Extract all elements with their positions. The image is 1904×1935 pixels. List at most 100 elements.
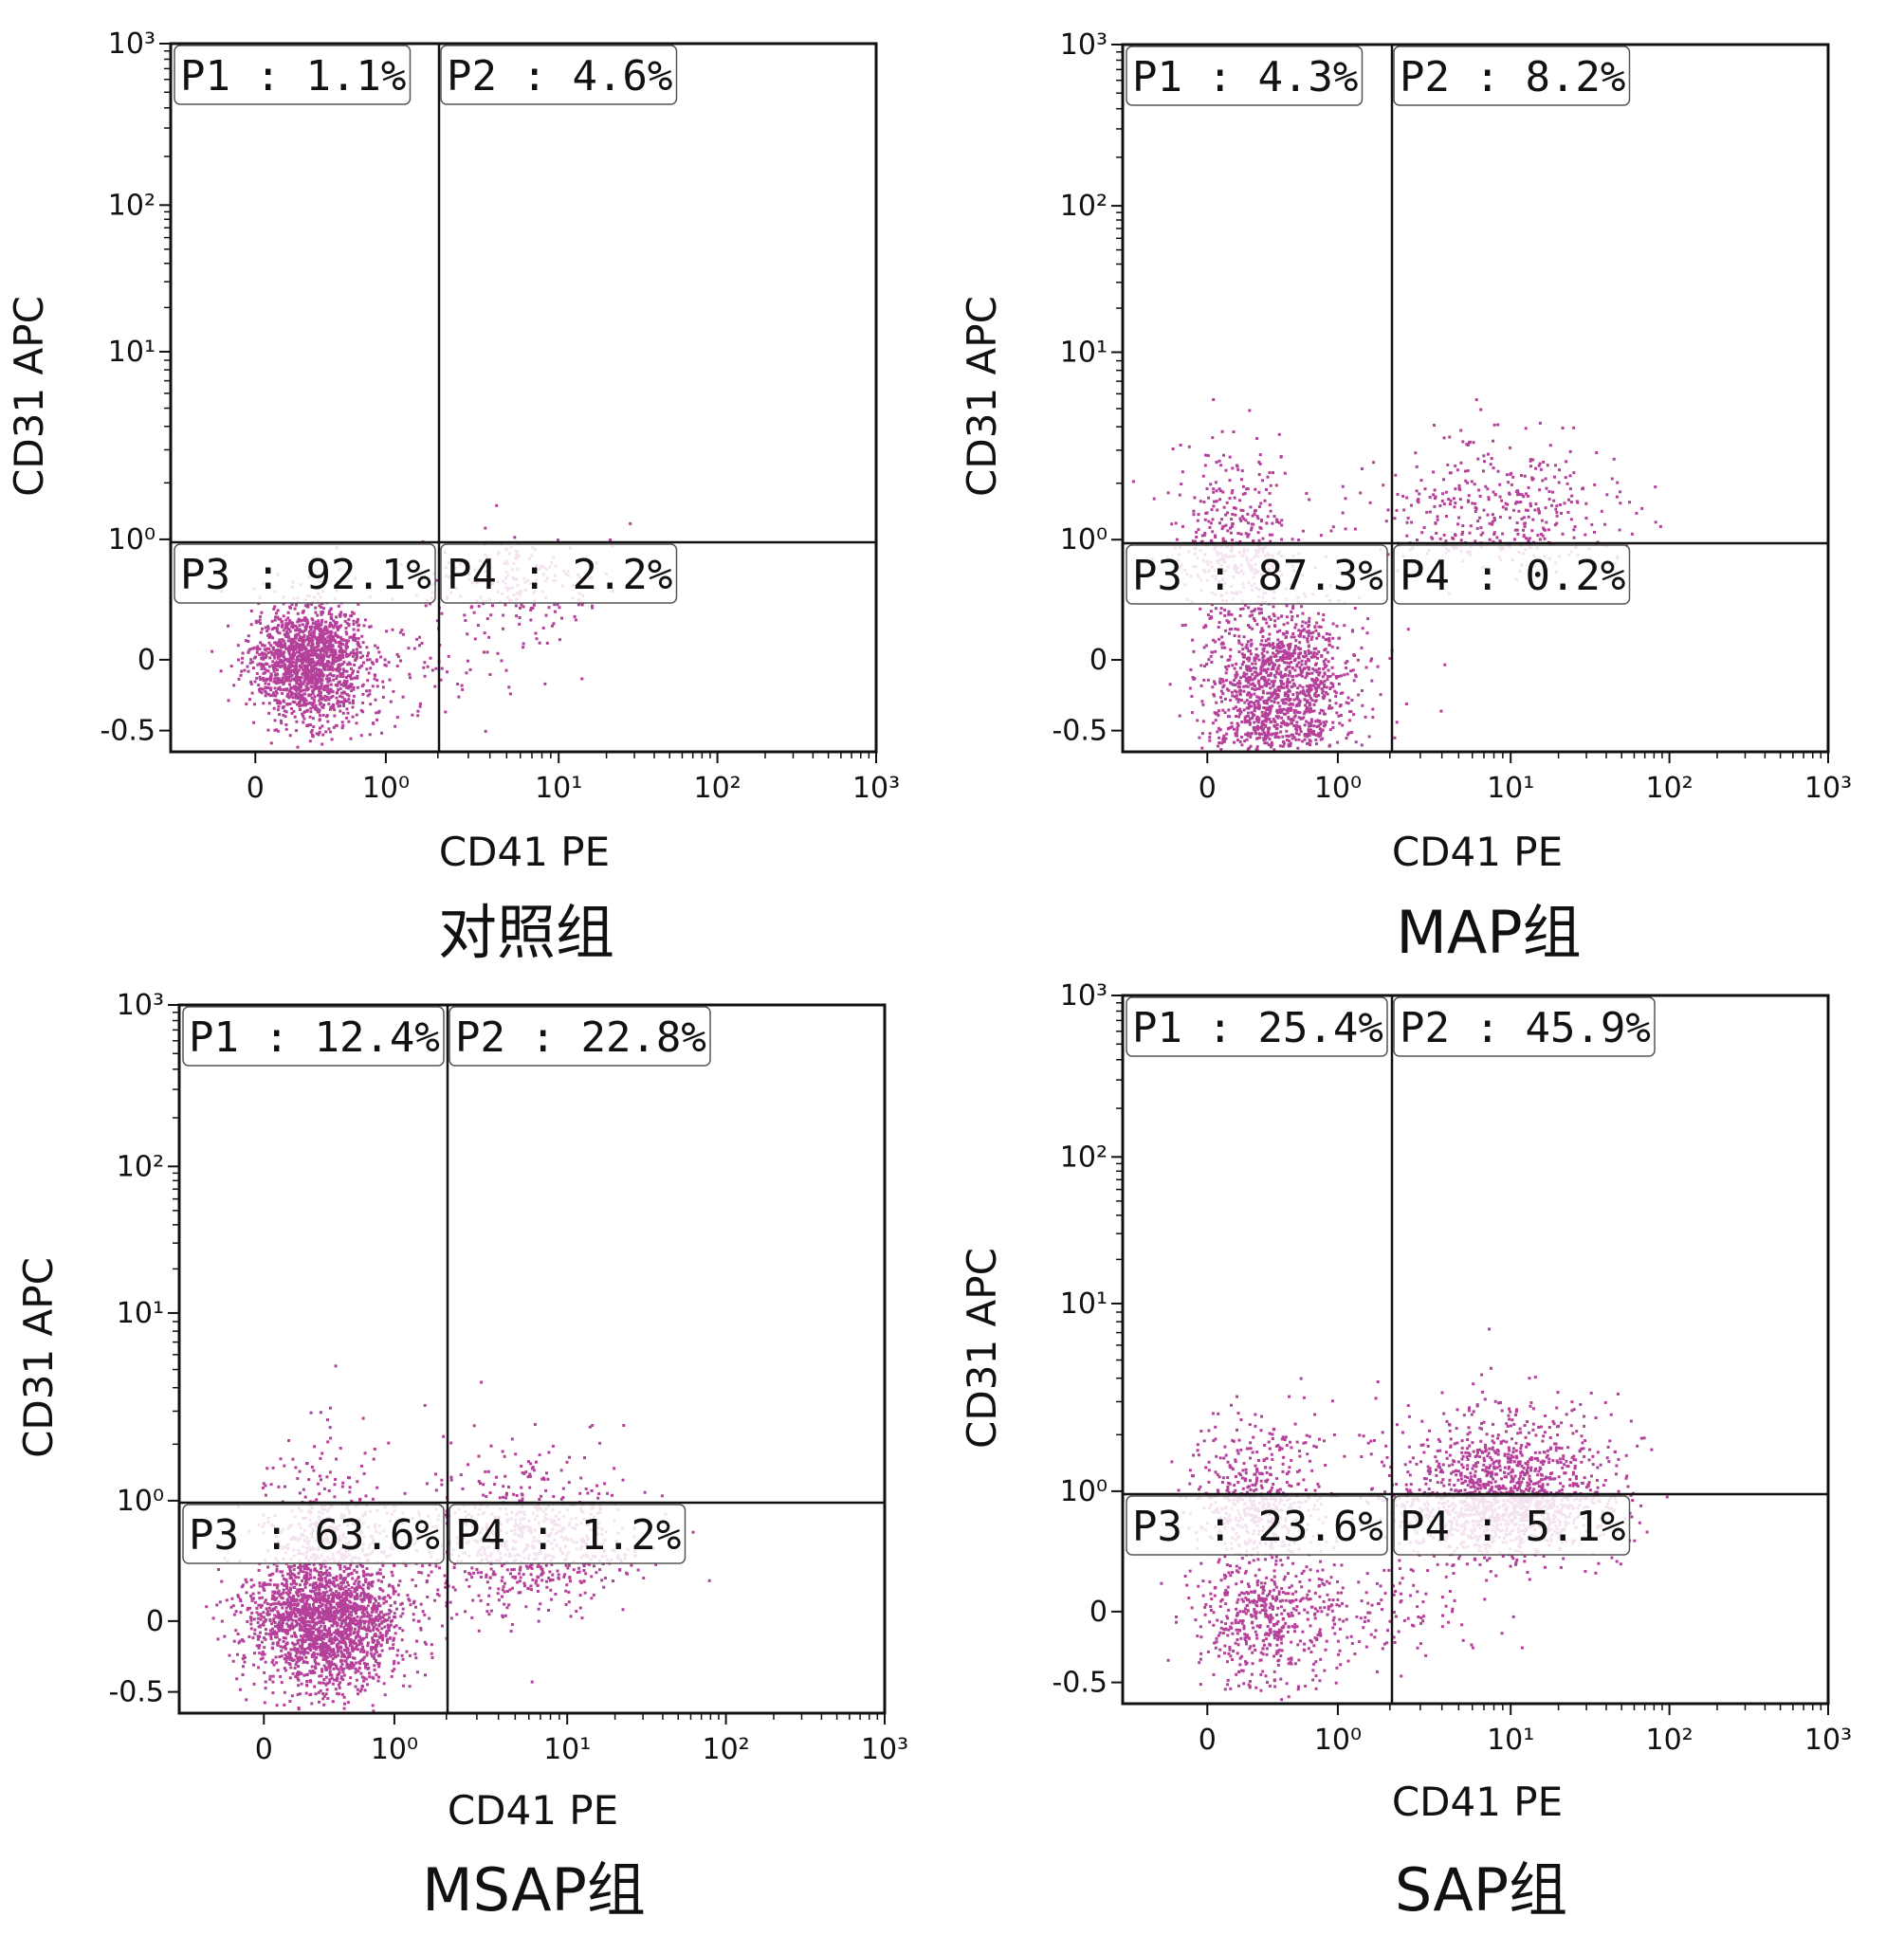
scatter-point: [1264, 639, 1268, 643]
scatter-point: [1455, 468, 1459, 472]
scatter-point: [329, 705, 333, 709]
scatter-point: [1307, 667, 1310, 671]
scatter-point: [346, 663, 349, 666]
scatter-point: [298, 635, 302, 639]
scatter-point: [1314, 680, 1318, 684]
scatter-point: [318, 658, 321, 662]
scatter-point: [1305, 674, 1309, 678]
scatter-point: [1313, 700, 1317, 703]
scatter-point: [430, 668, 434, 672]
scatter-point: [1263, 701, 1267, 704]
scatter-point: [389, 700, 393, 703]
scatter-point: [1313, 668, 1317, 672]
scatter-point: [1317, 694, 1321, 697]
scatter-point: [1307, 693, 1310, 697]
scatter-point: [338, 701, 341, 704]
scatter-point: [1471, 502, 1474, 505]
scatter-point: [1277, 659, 1281, 662]
scatter-point: [1222, 453, 1225, 457]
scatter-point: [271, 1658, 275, 1662]
scatter-point: [295, 1671, 299, 1675]
scatter-point: [302, 667, 304, 671]
scatter-point: [1529, 465, 1532, 468]
scatter-point: [1316, 719, 1320, 722]
scatter-point: [1243, 721, 1247, 724]
scatter-point: [295, 661, 299, 665]
scatter-point: [303, 604, 307, 608]
scatter-point: [1284, 712, 1288, 716]
scatter-point: [1331, 721, 1335, 724]
scatter-point: [318, 636, 320, 640]
scatter-point: [1260, 727, 1264, 731]
scatter-point: [284, 633, 287, 637]
x-tick-label: 0: [247, 772, 265, 805]
scatter-point: [1183, 623, 1187, 627]
scatter-point: [1257, 460, 1261, 464]
scatter-point: [1280, 519, 1284, 522]
scatter-point: [320, 694, 323, 698]
scatter-point: [415, 637, 419, 641]
scatter-point: [331, 1591, 335, 1595]
scatter-point: [1513, 502, 1517, 505]
scatter-point: [1323, 672, 1327, 676]
scatter-point: [1558, 503, 1562, 506]
scatter-point: [374, 1623, 377, 1627]
scatter-point: [1312, 647, 1316, 650]
scatter-point: [282, 602, 285, 606]
scatter-point: [356, 640, 359, 644]
scatter-point: [1270, 695, 1273, 699]
scatter-point: [365, 1615, 369, 1618]
scatter-point: [1314, 668, 1318, 672]
y-tick-label: 10²: [1060, 190, 1108, 223]
scatter-point: [1259, 643, 1263, 647]
scatter-point: [324, 626, 328, 630]
scatter-point: [1331, 525, 1335, 529]
scatter-point: [295, 626, 299, 630]
scatter-point: [1527, 539, 1530, 543]
scatter-point: [299, 644, 302, 647]
y-axis-title: CD31 APC: [6, 296, 52, 497]
quadrant-label-text: P4 : 2.2%: [447, 551, 672, 599]
scatter-point: [1294, 727, 1298, 731]
scatter-point: [1197, 513, 1200, 517]
scatter-point: [1234, 684, 1237, 686]
scatter-point: [465, 671, 468, 675]
scatter-point: [352, 687, 356, 691]
scatter-point: [273, 641, 277, 645]
scatter-point: [335, 615, 339, 619]
scatter-point: [1234, 627, 1237, 630]
scatter-point: [356, 1616, 359, 1618]
scatter-point: [1235, 705, 1237, 709]
scatter-point: [1324, 666, 1327, 669]
scatter-point: [1272, 647, 1275, 649]
scatter-point: [352, 619, 356, 623]
scatter-point: [1308, 659, 1311, 663]
scatter-point: [1237, 639, 1241, 643]
scatter-point: [1386, 508, 1390, 512]
scatter-point: [580, 603, 584, 607]
scatter-point: [310, 602, 314, 606]
scatter-point: [1336, 646, 1340, 649]
scatter-point: [1304, 662, 1308, 666]
scatter-point: [311, 1618, 315, 1622]
scatter-point: [1180, 483, 1183, 486]
scatter-point: [1272, 667, 1275, 670]
scatter-point: [1239, 608, 1243, 611]
scatter-point: [291, 1671, 295, 1675]
scatter-point: [1240, 721, 1244, 723]
scatter-point: [1303, 666, 1307, 670]
scatter-point: [1310, 671, 1314, 675]
scatter-point: [1309, 731, 1313, 734]
scatter-point: [267, 702, 271, 705]
scatter-point: [323, 644, 327, 648]
scatter-point: [307, 661, 311, 665]
scatter-point: [1474, 507, 1478, 511]
scatter-point: [1207, 520, 1211, 523]
scatter-point: [367, 1619, 371, 1623]
scatter-point: [287, 666, 291, 670]
scatter-point: [352, 699, 355, 703]
scatter-point: [273, 1630, 276, 1634]
scatter-point: [344, 642, 348, 646]
scatter-point: [238, 1688, 242, 1691]
scatter-point: [1208, 739, 1212, 742]
